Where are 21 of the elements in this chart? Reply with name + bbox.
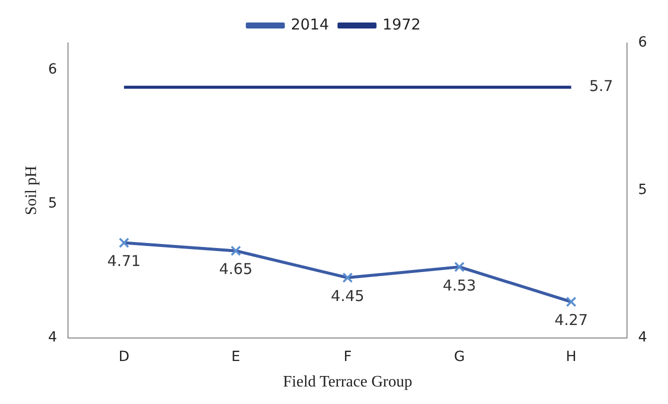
data-label: 4.65 [219,260,253,278]
y-tick-label: 6 [48,61,58,78]
y-tick-label: 5 [48,196,58,212]
y-axis-title: Soil pH [22,165,40,216]
data-label: 4.27 [554,311,588,330]
y-tick-label: 4 [48,330,58,346]
data-label: 4.71 [107,252,141,270]
x-tick-label: D [118,349,130,366]
y2-tick-label: 6 [638,34,648,51]
legend-label: 1972 [382,15,421,34]
data-label: 4.53 [442,276,476,294]
x-tick-label: F [344,349,352,366]
x-tick-label: G [454,349,465,366]
x-tick-label: E [231,349,240,366]
x-tick-label: H [566,349,576,366]
data-label: 4.45 [330,287,364,306]
legend-label: 2014 [290,15,330,34]
y2-tick-label: 5 [638,182,648,198]
data-label: 5.7 [589,77,614,96]
x-axis-title: Field Terrace Group [283,374,412,391]
y2-tick-label: 4 [638,330,648,346]
